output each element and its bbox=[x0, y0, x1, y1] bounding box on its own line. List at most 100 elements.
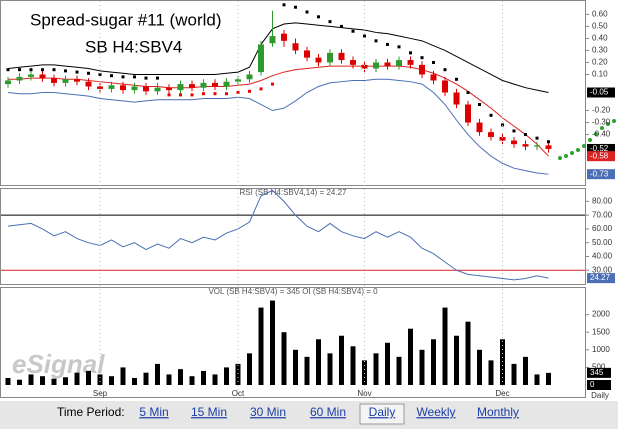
y-tick-label: -0.40 bbox=[592, 130, 611, 139]
sar-dot bbox=[98, 72, 102, 76]
y-tick-label: 0.10 bbox=[592, 70, 608, 79]
volume-bar bbox=[97, 374, 103, 385]
sar-dot bbox=[6, 68, 10, 72]
volume-bar bbox=[373, 353, 379, 385]
volume-bar bbox=[385, 342, 390, 385]
volume-bar bbox=[304, 356, 310, 385]
candle-body bbox=[396, 60, 402, 67]
sar-dot bbox=[340, 24, 343, 28]
volume-bar bbox=[270, 300, 275, 385]
candle-body bbox=[177, 84, 184, 91]
candle-body bbox=[384, 62, 391, 67]
time-period-option[interactable]: 60 Min bbox=[310, 405, 346, 419]
sar-dot bbox=[87, 71, 90, 75]
end-label: 0 bbox=[590, 380, 595, 389]
middle-band bbox=[8, 65, 549, 157]
y-tick-label: 0.40 bbox=[592, 34, 608, 43]
candle-body bbox=[223, 81, 230, 87]
volume-bar bbox=[5, 377, 11, 385]
candle-body bbox=[97, 86, 103, 89]
chart-subtitle: SB H4:SBV4 bbox=[85, 37, 182, 56]
sar-dot bbox=[305, 10, 309, 14]
interval-label: Daily bbox=[591, 391, 609, 400]
y-tick-label: 500 bbox=[592, 363, 606, 372]
candle-body bbox=[85, 81, 92, 87]
y-tick-label: 0.60 bbox=[592, 10, 608, 19]
candle-body bbox=[350, 60, 356, 65]
sar-dot bbox=[29, 68, 33, 72]
candle-body bbox=[534, 145, 540, 147]
y-tick-label: 1000 bbox=[592, 345, 610, 354]
y-tick-label: 1500 bbox=[592, 327, 610, 336]
time-period-option[interactable]: 5 Min bbox=[139, 405, 168, 419]
candle-body bbox=[62, 79, 69, 83]
selected-option-frame bbox=[359, 403, 405, 425]
sar-dot bbox=[512, 129, 516, 133]
volume-bar bbox=[431, 339, 436, 385]
volume-bar bbox=[362, 360, 367, 385]
sar-dot bbox=[294, 5, 297, 9]
time-period-option[interactable]: Monthly bbox=[477, 405, 519, 419]
time-period-option[interactable]: Daily bbox=[369, 405, 396, 419]
panel-frames bbox=[0, 0, 586, 398]
candle-body bbox=[499, 136, 506, 141]
candle-body bbox=[373, 62, 379, 69]
projection-dots bbox=[558, 119, 616, 160]
sar-dot bbox=[110, 74, 113, 78]
time-period-option[interactable]: 30 Min bbox=[250, 405, 286, 419]
sar-dot bbox=[121, 75, 125, 79]
candle-body bbox=[51, 78, 57, 83]
candle-body bbox=[545, 145, 552, 149]
volume-bar bbox=[454, 335, 459, 385]
volume-bar bbox=[189, 376, 195, 385]
y-tick-label: 0.30 bbox=[592, 46, 608, 55]
y-tick-label: 30.00 bbox=[592, 265, 613, 274]
volume-bar bbox=[258, 307, 264, 385]
end-label-box bbox=[587, 87, 615, 98]
volume-title: VOL (SB H4:SBV4) = 345 OI (SB H4:SBV4) =… bbox=[208, 287, 378, 296]
volume-bar bbox=[63, 377, 68, 385]
end-label-box bbox=[587, 151, 615, 162]
rsi-title: RSI (SB H4:SBV4,14) = 24.27 bbox=[240, 188, 347, 197]
candle-body bbox=[5, 80, 11, 85]
volume-bar bbox=[477, 349, 482, 385]
sar-dot bbox=[443, 68, 447, 72]
end-label-box bbox=[587, 143, 615, 154]
volume-bar bbox=[86, 370, 91, 385]
volume-bar bbox=[28, 374, 34, 385]
sar-dot bbox=[328, 20, 332, 24]
sar-dot bbox=[167, 93, 171, 97]
candle-body bbox=[488, 132, 494, 137]
candle-body bbox=[304, 50, 310, 58]
sar-dot bbox=[133, 75, 136, 79]
end-label-box bbox=[587, 367, 611, 378]
candle-body bbox=[120, 85, 126, 91]
sar-dot bbox=[466, 91, 470, 94]
candle-body bbox=[511, 140, 517, 145]
volume-bar bbox=[74, 372, 80, 385]
volume-bar bbox=[143, 372, 149, 385]
volume-bar bbox=[419, 349, 425, 385]
volume-bar bbox=[500, 339, 505, 385]
sar-dot bbox=[547, 140, 550, 144]
volume-bar bbox=[339, 335, 344, 385]
sar-dot bbox=[271, 82, 274, 86]
time-period-option[interactable]: Weekly bbox=[416, 405, 455, 419]
sar-dot bbox=[374, 39, 378, 43]
x-tick-label: Sep bbox=[93, 389, 108, 398]
candle-body bbox=[338, 52, 345, 61]
volume-bar bbox=[120, 367, 126, 385]
time-period-option[interactable]: 15 Min bbox=[191, 405, 227, 419]
volume-bar bbox=[546, 372, 551, 385]
sar-dot bbox=[282, 3, 286, 7]
volume-bar bbox=[511, 363, 517, 385]
volume-bar bbox=[442, 307, 448, 385]
candle-body bbox=[39, 74, 46, 79]
volume-bar bbox=[155, 363, 160, 385]
candle-body bbox=[522, 144, 529, 147]
volume-bar bbox=[396, 356, 402, 385]
y-tick-label: -0.30 bbox=[592, 118, 611, 127]
volume-bar bbox=[17, 379, 22, 385]
lower-band bbox=[7, 78, 549, 175]
